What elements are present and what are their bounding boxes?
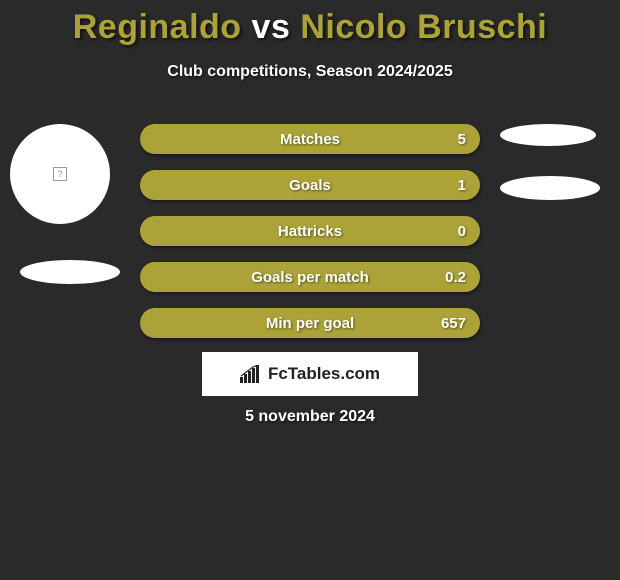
- player2-ellipse-2: [500, 176, 600, 200]
- stat-bar-value: 5: [458, 131, 466, 148]
- stat-bar: Min per goal 657: [140, 308, 480, 338]
- stat-bar-label: Min per goal: [266, 315, 354, 332]
- stat-bar-label: Goals per match: [251, 269, 369, 286]
- player1-name: Reginaldo: [73, 8, 242, 46]
- stat-bar-label: Goals: [289, 177, 331, 194]
- date-label: 5 november 2024: [0, 408, 620, 426]
- bar-chart-icon: [240, 365, 262, 383]
- player2-ellipse-1: [500, 124, 596, 146]
- fctables-logo-box: FcTables.com: [202, 352, 418, 396]
- stat-bar: Matches 5: [140, 124, 480, 154]
- player1-shadow-ellipse: [20, 260, 120, 284]
- stat-bar-value: 0.2: [445, 269, 466, 286]
- stat-bar: Goals per match 0.2: [140, 262, 480, 292]
- missing-image-icon: ?: [53, 167, 67, 181]
- stat-bar-label: Hattricks: [278, 223, 342, 240]
- player2-avatar-block: [500, 124, 600, 200]
- player1-avatar-block: ?: [10, 124, 110, 224]
- player2-name: Nicolo Bruschi: [300, 8, 547, 46]
- stat-bar-label: Matches: [280, 131, 340, 148]
- comparison-title: Reginaldo vs Nicolo Bruschi: [0, 0, 620, 47]
- stat-bar: Hattricks 0: [140, 216, 480, 246]
- vs-word: vs: [252, 8, 291, 46]
- subtitle: Club competitions, Season 2024/2025: [0, 63, 620, 81]
- stat-bar-value: 1: [458, 177, 466, 194]
- stat-bar: Goals 1: [140, 170, 480, 200]
- stat-bar-value: 657: [441, 315, 466, 332]
- player1-avatar-circle: ?: [10, 124, 110, 224]
- fctables-logo-text: FcTables.com: [268, 364, 380, 384]
- stat-bar-value: 0: [458, 223, 466, 240]
- stat-bars: Matches 5 Goals 1 Hattricks 0 Goals per match 0…: [140, 124, 480, 354]
